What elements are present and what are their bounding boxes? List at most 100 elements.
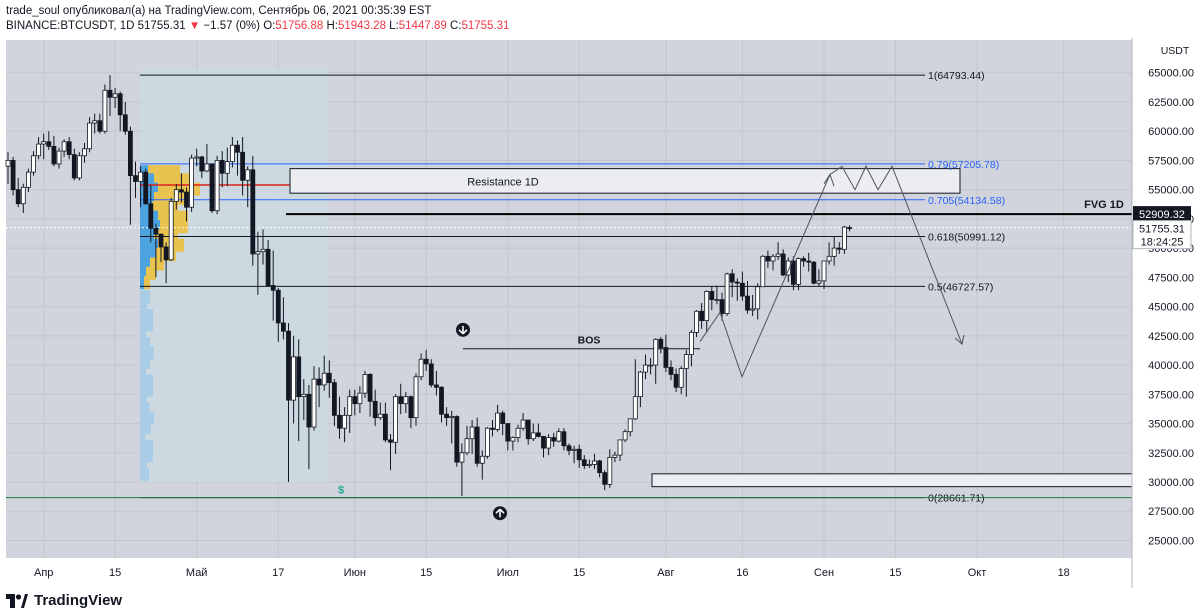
candle-up (5, 160, 11, 167)
candle-up (224, 161, 230, 174)
candle-up (469, 426, 475, 440)
candle-up (785, 260, 791, 276)
candle-down (423, 358, 429, 365)
candle-up (255, 251, 261, 255)
volume-profile-bar (140, 337, 150, 351)
candle-up (653, 338, 659, 366)
candle-up (31, 155, 36, 173)
x-tick-label: 18 (1058, 567, 1070, 579)
candle-down (296, 356, 302, 398)
candle-up (724, 273, 730, 315)
candle-down (153, 227, 159, 235)
candle-up (25, 171, 31, 188)
candle-down (811, 261, 817, 284)
candle-up (393, 396, 399, 443)
candle-down (163, 246, 169, 261)
candle-down (444, 413, 450, 419)
candle-down (352, 396, 358, 405)
candle-down (388, 439, 393, 443)
candle-down (46, 141, 52, 147)
candle-up (20, 186, 26, 205)
candle-up (377, 413, 383, 419)
candle-up (520, 419, 526, 429)
candle-down (551, 437, 557, 442)
candle-up (418, 358, 424, 378)
candle-up (592, 460, 597, 465)
candle-up (643, 364, 648, 373)
candle-up (301, 393, 307, 398)
candle-up (530, 432, 536, 440)
candle-up (632, 396, 638, 420)
candle-up (36, 143, 41, 157)
candle-up (617, 439, 623, 456)
candle-up (403, 396, 409, 405)
candle-down (709, 290, 715, 300)
candle-up (510, 437, 516, 442)
fib-level-label: 0(28661.71) (928, 493, 985, 505)
candle-up (77, 155, 82, 179)
candle-up (484, 427, 490, 457)
candle-down (536, 432, 541, 437)
volume-profile-range (140, 69, 328, 482)
fib-level-label: 0.618(50991.12) (928, 232, 1005, 244)
candle-up (342, 414, 348, 429)
bos-label: BOS (578, 335, 601, 347)
candle-up (479, 455, 485, 464)
fib-level-label: 0.705(54134.58) (928, 195, 1005, 207)
y-tick-label: 57500.00 (1148, 155, 1194, 167)
candle-down (148, 203, 154, 229)
candle-down (122, 114, 128, 132)
candle-down (250, 169, 256, 255)
down-arrow-icon-glyph (458, 325, 468, 335)
candle-up (775, 253, 781, 257)
candlestick-chart[interactable]: Resistance 1D 1(64793.44) 0.79(57205.78) 0… (0, 38, 1200, 588)
tradingview-logo[interactable]: TradingView (6, 592, 122, 609)
candle-up (194, 156, 200, 159)
candle-down (663, 347, 669, 368)
tradingview-logo-icon (6, 593, 28, 608)
candle-down (500, 412, 506, 424)
candle-down (143, 171, 149, 205)
candle-up (82, 148, 87, 157)
candle-down (107, 89, 113, 98)
y-tick-label: 32500.00 (1148, 448, 1194, 460)
candle-down (127, 130, 133, 177)
candle-up (214, 160, 220, 212)
price-change: −1.57 (0%) (203, 20, 260, 32)
candle-up (92, 120, 98, 124)
candle-down (71, 154, 77, 179)
fvg-price-tag: 52909.32 (1133, 206, 1191, 223)
x-tick-label: 16 (736, 567, 748, 579)
candle-up (842, 226, 847, 250)
candle-down (454, 416, 460, 463)
candle-down (668, 367, 674, 375)
candle-down (97, 120, 103, 132)
candle-up (173, 189, 179, 202)
candle-down (178, 189, 184, 193)
fib-level-label: 1(64793.44) (928, 70, 985, 82)
projection-arrowhead-down (954, 334, 965, 345)
candle-down (158, 233, 164, 248)
high-label: H: (326, 20, 339, 32)
low-value: 51447.89 (398, 20, 447, 32)
candle-down (602, 472, 608, 485)
candle-up (770, 255, 776, 262)
candle-up (821, 260, 827, 282)
candle-up (321, 372, 327, 386)
candle-down (847, 227, 852, 229)
candle-up (683, 354, 689, 369)
candle-down (525, 419, 531, 440)
candle-up (627, 418, 633, 433)
fvg-price-tag-bg (1133, 206, 1191, 223)
volume-profile-bar (140, 327, 146, 341)
candle-down (719, 299, 725, 315)
candle-down (326, 372, 332, 384)
candle-up (260, 248, 266, 253)
candle-down (801, 258, 806, 262)
y-tick-label: 60000.00 (1148, 126, 1194, 138)
candle-down (658, 338, 664, 348)
candle-down (398, 396, 404, 405)
candle-up (311, 378, 317, 428)
y-tick-label: 37500.00 (1148, 389, 1194, 401)
volume-profile-bar (140, 402, 150, 416)
